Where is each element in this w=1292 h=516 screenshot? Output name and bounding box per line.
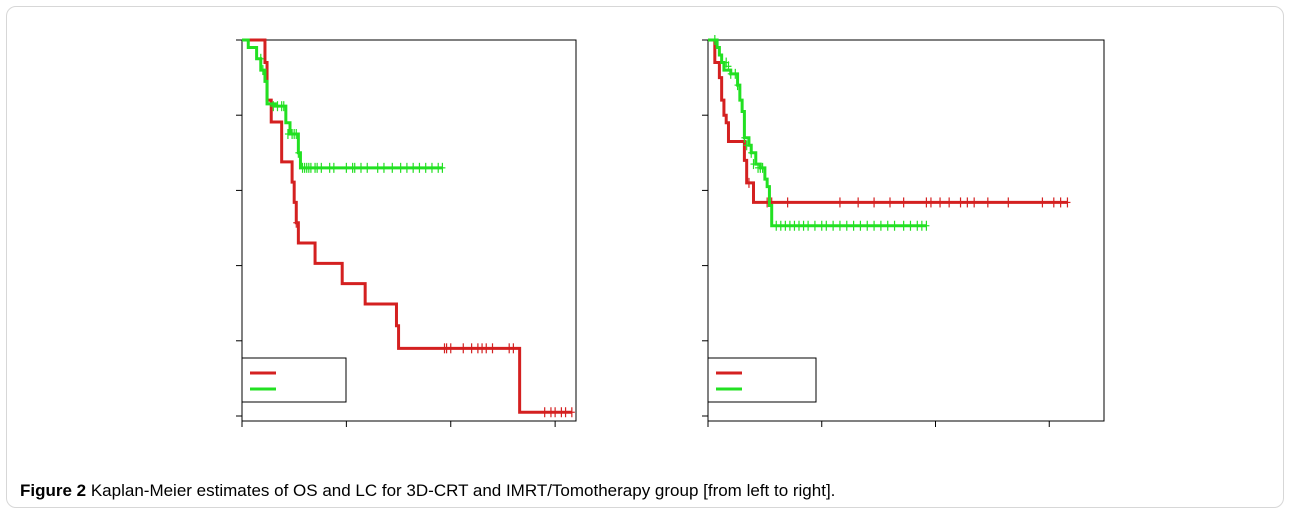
plot-frame [241,39,577,422]
caption-label: Figure 2 [20,481,87,500]
chart-panel-lc [662,26,1110,478]
legend-box [241,357,347,403]
series-line-imrt-tomo [708,38,927,228]
series-line-imrt-tomo [242,38,443,170]
chart-panel-os [196,26,616,478]
series-line-3d [708,38,1068,204]
plot-frame [707,39,1105,422]
figure-caption: Figure 2 Kaplan-Meier estimates of OS an… [20,481,835,501]
legend-box [707,357,817,403]
chart-os [236,38,577,427]
caption-text: Kaplan-Meier estimates of OS and LC for … [86,481,836,500]
figure-frame [6,6,1284,508]
chart-lc [702,35,1105,427]
series-line-3d [242,38,572,414]
